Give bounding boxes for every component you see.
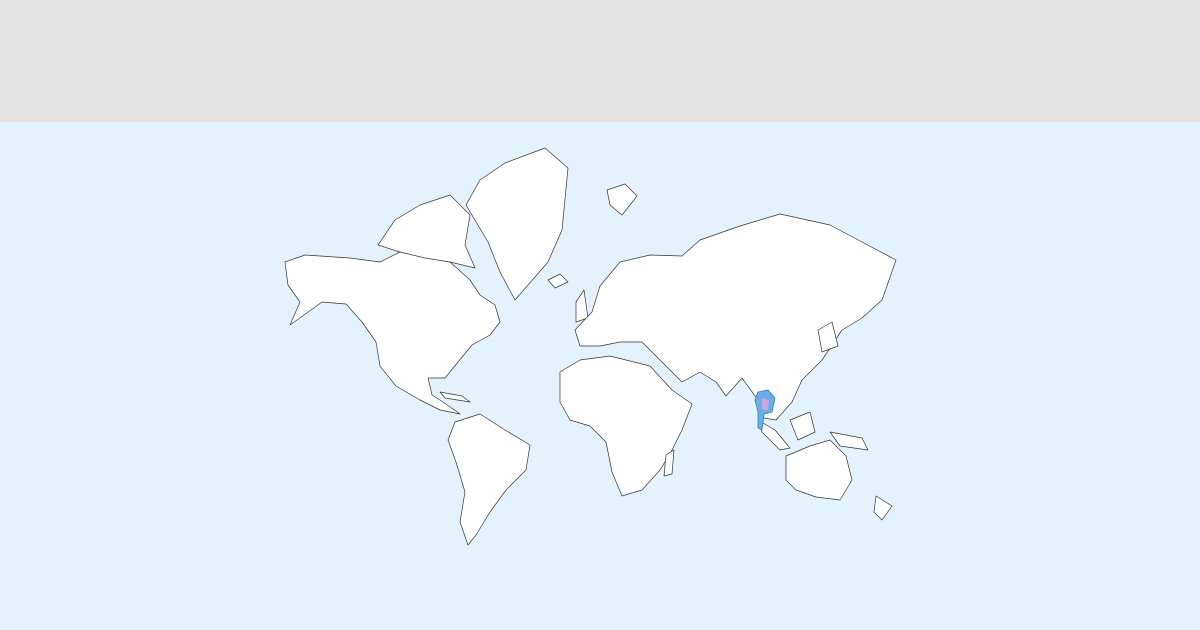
header-bar (0, 0, 1200, 122)
svalbard[interactable] (606, 183, 638, 216)
thailand-region (762, 398, 769, 410)
madagascar[interactable] (663, 449, 675, 477)
japan[interactable] (817, 321, 839, 353)
arctic-islands[interactable] (377, 194, 476, 269)
australia[interactable] (785, 439, 853, 501)
borneo[interactable] (789, 411, 816, 441)
africa[interactable] (559, 355, 693, 497)
greenland[interactable] (465, 147, 569, 301)
world-map-svg (0, 122, 1200, 630)
new-guinea[interactable] (829, 431, 869, 451)
world-map[interactable] (0, 122, 1200, 630)
cuba[interactable] (439, 391, 471, 403)
south-america[interactable] (447, 413, 531, 546)
new-zealand[interactable] (873, 495, 893, 521)
eurasia[interactable] (574, 213, 897, 421)
iceland[interactable] (547, 273, 569, 289)
